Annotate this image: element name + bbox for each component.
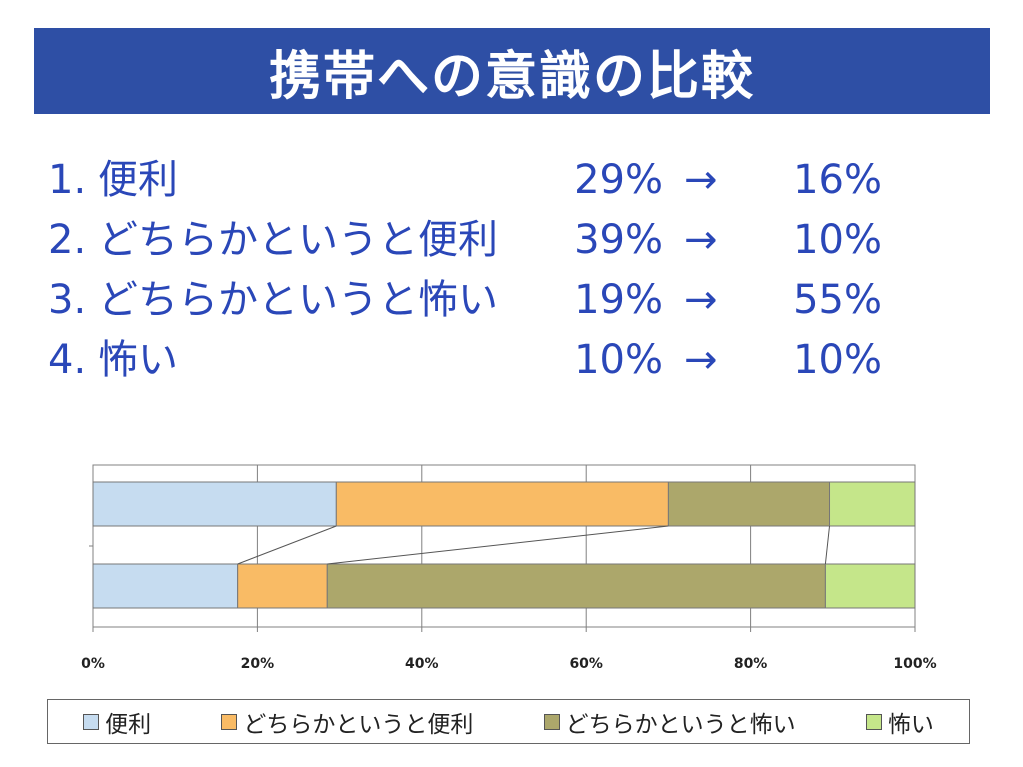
legend-swatch bbox=[83, 713, 100, 730]
legend-item: 便利 bbox=[83, 705, 151, 739]
page-title: 携帯への意識の比較 bbox=[268, 46, 755, 107]
legend-item: どちらかというと便利 bbox=[221, 705, 473, 739]
item-label: 便利 bbox=[98, 157, 178, 203]
item-number: 3. bbox=[48, 277, 87, 323]
before-value: 19% bbox=[574, 277, 663, 323]
bar-segment bbox=[335, 481, 669, 527]
legend-swatch bbox=[221, 713, 238, 730]
item-label: 怖い bbox=[98, 337, 178, 383]
before-value: 10% bbox=[574, 337, 663, 383]
arrow-icon: → bbox=[684, 157, 718, 203]
after-value: 10% bbox=[793, 337, 882, 383]
x-tick-label: 60% bbox=[569, 656, 603, 672]
bar-segment bbox=[829, 481, 916, 527]
x-tick-label: 80% bbox=[734, 656, 768, 672]
before-value: 29% bbox=[574, 157, 663, 203]
item-number: 2. bbox=[48, 217, 87, 263]
item-number: 4. bbox=[48, 337, 87, 383]
legend-item: どちらかというと怖い bbox=[543, 705, 796, 739]
item-label: どちらかというと怖い bbox=[98, 277, 498, 323]
bar-segment bbox=[92, 563, 239, 609]
legend-label: どちらかというと便利 bbox=[243, 711, 474, 738]
arrow-icon: → bbox=[684, 217, 718, 263]
legend-label: 便利 bbox=[105, 711, 152, 738]
chart-legend: 便利 どちらかというと便利 どちらかというと怖い 怖い bbox=[47, 699, 970, 744]
bar-segment bbox=[237, 563, 328, 609]
legend-label: どちらかというと怖い bbox=[565, 711, 796, 738]
before-value: 39% bbox=[574, 217, 663, 263]
item-number: 1. bbox=[48, 157, 87, 203]
bar-segment bbox=[667, 481, 831, 527]
x-tick-label: 40% bbox=[405, 656, 439, 672]
bar-segment bbox=[92, 481, 337, 527]
x-tick-label: 0% bbox=[81, 656, 105, 672]
arrow-icon: → bbox=[684, 337, 718, 383]
x-tick-label: 20% bbox=[241, 656, 275, 672]
series-connector-line bbox=[327, 525, 669, 565]
series-connector-line bbox=[237, 525, 337, 565]
legend-swatch bbox=[865, 713, 882, 730]
arrow-icon: → bbox=[684, 277, 718, 323]
title-banner: 携帯への意識の比較 bbox=[34, 28, 990, 114]
item-label: どちらかというと便利 bbox=[98, 217, 498, 263]
legend-item: 怖い bbox=[865, 705, 934, 739]
legend-swatch bbox=[543, 713, 560, 730]
bar-segment bbox=[824, 563, 916, 609]
bar-segment bbox=[326, 563, 826, 609]
after-value: 10% bbox=[793, 217, 882, 263]
legend-label: 怖い bbox=[887, 711, 934, 738]
after-value: 55% bbox=[793, 277, 882, 323]
after-value: 16% bbox=[793, 157, 882, 203]
x-tick-label: 100% bbox=[893, 656, 936, 672]
series-connector-line bbox=[824, 525, 831, 565]
